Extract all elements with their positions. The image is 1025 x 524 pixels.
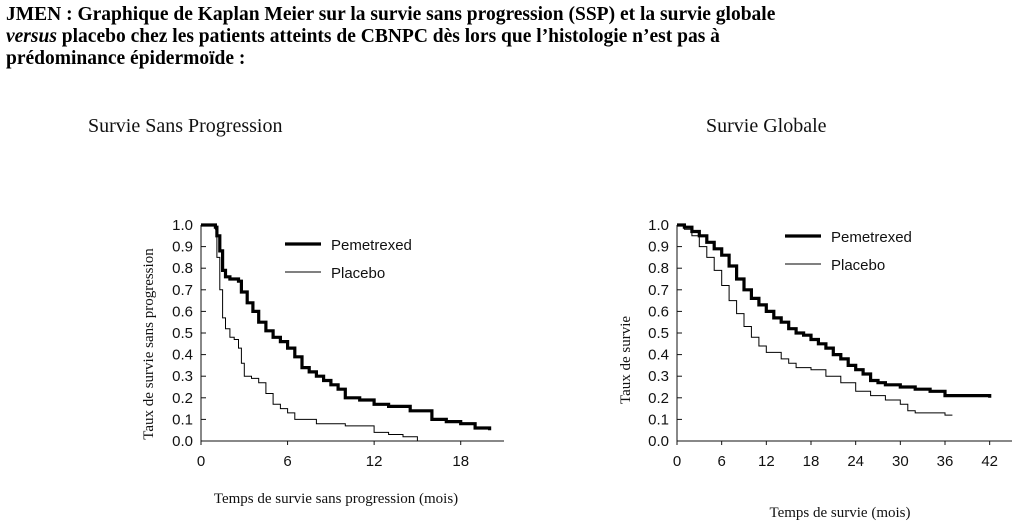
ssp-y-tick-label-0: 0.0 bbox=[172, 433, 193, 450]
ssp-legend-label-pemetrexed: Pemetrexed bbox=[331, 237, 412, 254]
os-y-tick-label-8: 0.8 bbox=[648, 260, 669, 277]
ssp-y-tick-label-8: 0.8 bbox=[172, 260, 193, 277]
ssp-x-tick-label-2: 12 bbox=[366, 453, 383, 470]
os-y-tick-label-1: 0.1 bbox=[648, 411, 669, 428]
heading-line-1: JMEN : Graphique de Kaplan Meier sur la … bbox=[6, 4, 776, 25]
page-heading: JMEN : Graphique de Kaplan Meier sur la … bbox=[6, 4, 1016, 70]
ssp-y-tick-label-7: 0.7 bbox=[172, 282, 193, 299]
os-x-tick-label-6: 36 bbox=[937, 453, 954, 470]
ssp-y-axis-label: Taux de survie sans progression bbox=[141, 248, 157, 440]
os-series-placebo-line bbox=[677, 224, 953, 416]
os-x-tick-label-1: 6 bbox=[717, 453, 725, 470]
os-x-axis-label: Temps de survie (mois) bbox=[769, 505, 910, 521]
os-legend-label-pemetrexed: Pemetrexed bbox=[831, 229, 912, 246]
ssp-series-pemetrexed-line bbox=[201, 223, 492, 431]
ssp-y-tick-label-6: 0.6 bbox=[172, 303, 193, 320]
os-x-tick-label-3: 18 bbox=[803, 453, 820, 470]
os-x-tick-label-2: 12 bbox=[758, 453, 775, 470]
os-legend-label-placebo: Placebo bbox=[831, 257, 885, 274]
chart-title-ssp: Survie Sans Progression bbox=[88, 115, 283, 137]
os-y-tick-label-4: 0.4 bbox=[648, 347, 669, 364]
ssp-x-tick-label-3: 18 bbox=[452, 453, 469, 470]
ssp-x-tick-label-0: 0 bbox=[197, 453, 205, 470]
os-y-axis-label: Taux de survie bbox=[618, 316, 634, 404]
os-y-tick-label-9: 0.9 bbox=[648, 239, 669, 256]
os-y-tick-label-10: 1.0 bbox=[648, 217, 669, 234]
ssp-y-tick-label-2: 0.2 bbox=[172, 390, 193, 407]
ssp-y-tick-label-4: 0.4 bbox=[172, 347, 193, 364]
ssp-y-tick-label-1: 0.1 bbox=[172, 411, 193, 428]
heading-line-2-rest: placebo chez les patients atteints de CB… bbox=[56, 26, 720, 47]
ssp-y-tick-label-3: 0.3 bbox=[172, 368, 193, 385]
heading-versus: versus bbox=[6, 26, 57, 47]
ssp-x-axis-label: Temps de survie sans progression (mois) bbox=[214, 491, 458, 507]
os-x-tick-label-4: 24 bbox=[847, 453, 864, 470]
os-x-tick-label-5: 30 bbox=[892, 453, 909, 470]
ssp-y-tick-label-9: 0.9 bbox=[172, 239, 193, 256]
heading-line-2: versus placebo chez les patients atteint… bbox=[6, 26, 1016, 48]
os-x-tick-label-7: 42 bbox=[981, 453, 998, 470]
ssp-legend-label-placebo: Placebo bbox=[331, 265, 385, 282]
os-y-tick-label-5: 0.5 bbox=[648, 325, 669, 342]
os-y-tick-label-6: 0.6 bbox=[648, 303, 669, 320]
ssp-series-placebo-line bbox=[201, 224, 418, 441]
os-y-tick-label-0: 0.0 bbox=[648, 433, 669, 450]
ssp-x-tick-label-1: 6 bbox=[283, 453, 291, 470]
ssp-y-tick-label-10: 1.0 bbox=[172, 217, 193, 234]
ssp-y-tick-label-5: 0.5 bbox=[172, 325, 193, 342]
heading-line-3: prédominance épidermoïde : bbox=[6, 48, 246, 69]
os-y-tick-label-7: 0.7 bbox=[648, 282, 669, 299]
os-y-tick-label-2: 0.2 bbox=[648, 390, 669, 407]
chart-title-os: Survie Globale bbox=[706, 115, 827, 137]
os-x-tick-label-0: 0 bbox=[673, 453, 681, 470]
os-y-tick-label-3: 0.3 bbox=[648, 368, 669, 385]
os-series-pemetrexed-line bbox=[677, 223, 992, 398]
